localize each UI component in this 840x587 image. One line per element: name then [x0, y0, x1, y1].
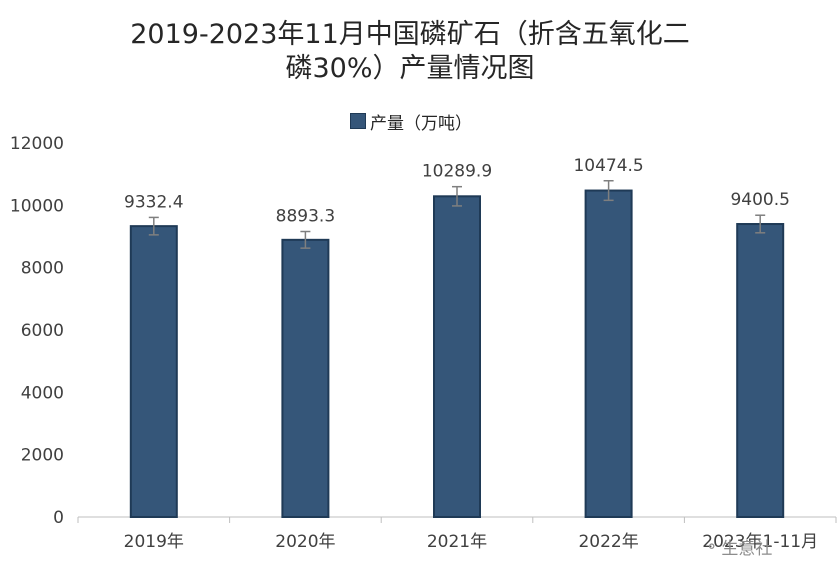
legend-swatch — [350, 113, 366, 129]
wechat-icon: ⚬ — [705, 537, 719, 556]
bar — [433, 195, 481, 518]
watermark: ⚬ 生意社 — [705, 534, 772, 559]
y-tick-label: 6000 — [21, 321, 64, 341]
y-tick-label: 4000 — [21, 383, 64, 403]
x-tick-label: 2020年 — [275, 532, 335, 552]
x-tick-label: 2021年 — [427, 532, 487, 552]
x-tick-label: 2022年 — [578, 532, 638, 552]
data-label: 10474.5 — [573, 156, 643, 176]
data-label: 9332.4 — [124, 192, 183, 212]
chart-title-line-1: 2019-2023年11月中国磷矿石（折含五氧化二 — [130, 19, 690, 50]
x-tick-label: 2023年1-11月 — [702, 532, 818, 552]
data-label: 9400.5 — [730, 190, 789, 210]
data-label: 10289.9 — [422, 162, 492, 182]
y-tick-label: 10000 — [10, 196, 64, 216]
bar — [129, 225, 178, 518]
data-label: 8893.3 — [276, 207, 335, 227]
bar — [584, 189, 633, 519]
y-tick-label: 8000 — [21, 259, 64, 279]
legend-label: 产量（万吨） — [370, 113, 472, 134]
y-tick-label: 12000 — [10, 134, 64, 154]
chart-title: 2019-2023年11月中国磷矿石（折含五氧化二 磷30%）产量情况图 — [95, 18, 725, 86]
watermark-text: 生意社 — [721, 539, 773, 559]
y-tick-label: 0 — [53, 508, 64, 528]
x-tick-label: 2019年 — [124, 532, 184, 552]
bar — [281, 238, 330, 519]
chart-title-line-2: 磷30%）产量情况图 — [285, 53, 535, 84]
bar — [736, 223, 785, 518]
legend: 产量（万吨） — [350, 110, 472, 134]
y-tick-label: 2000 — [21, 446, 64, 466]
